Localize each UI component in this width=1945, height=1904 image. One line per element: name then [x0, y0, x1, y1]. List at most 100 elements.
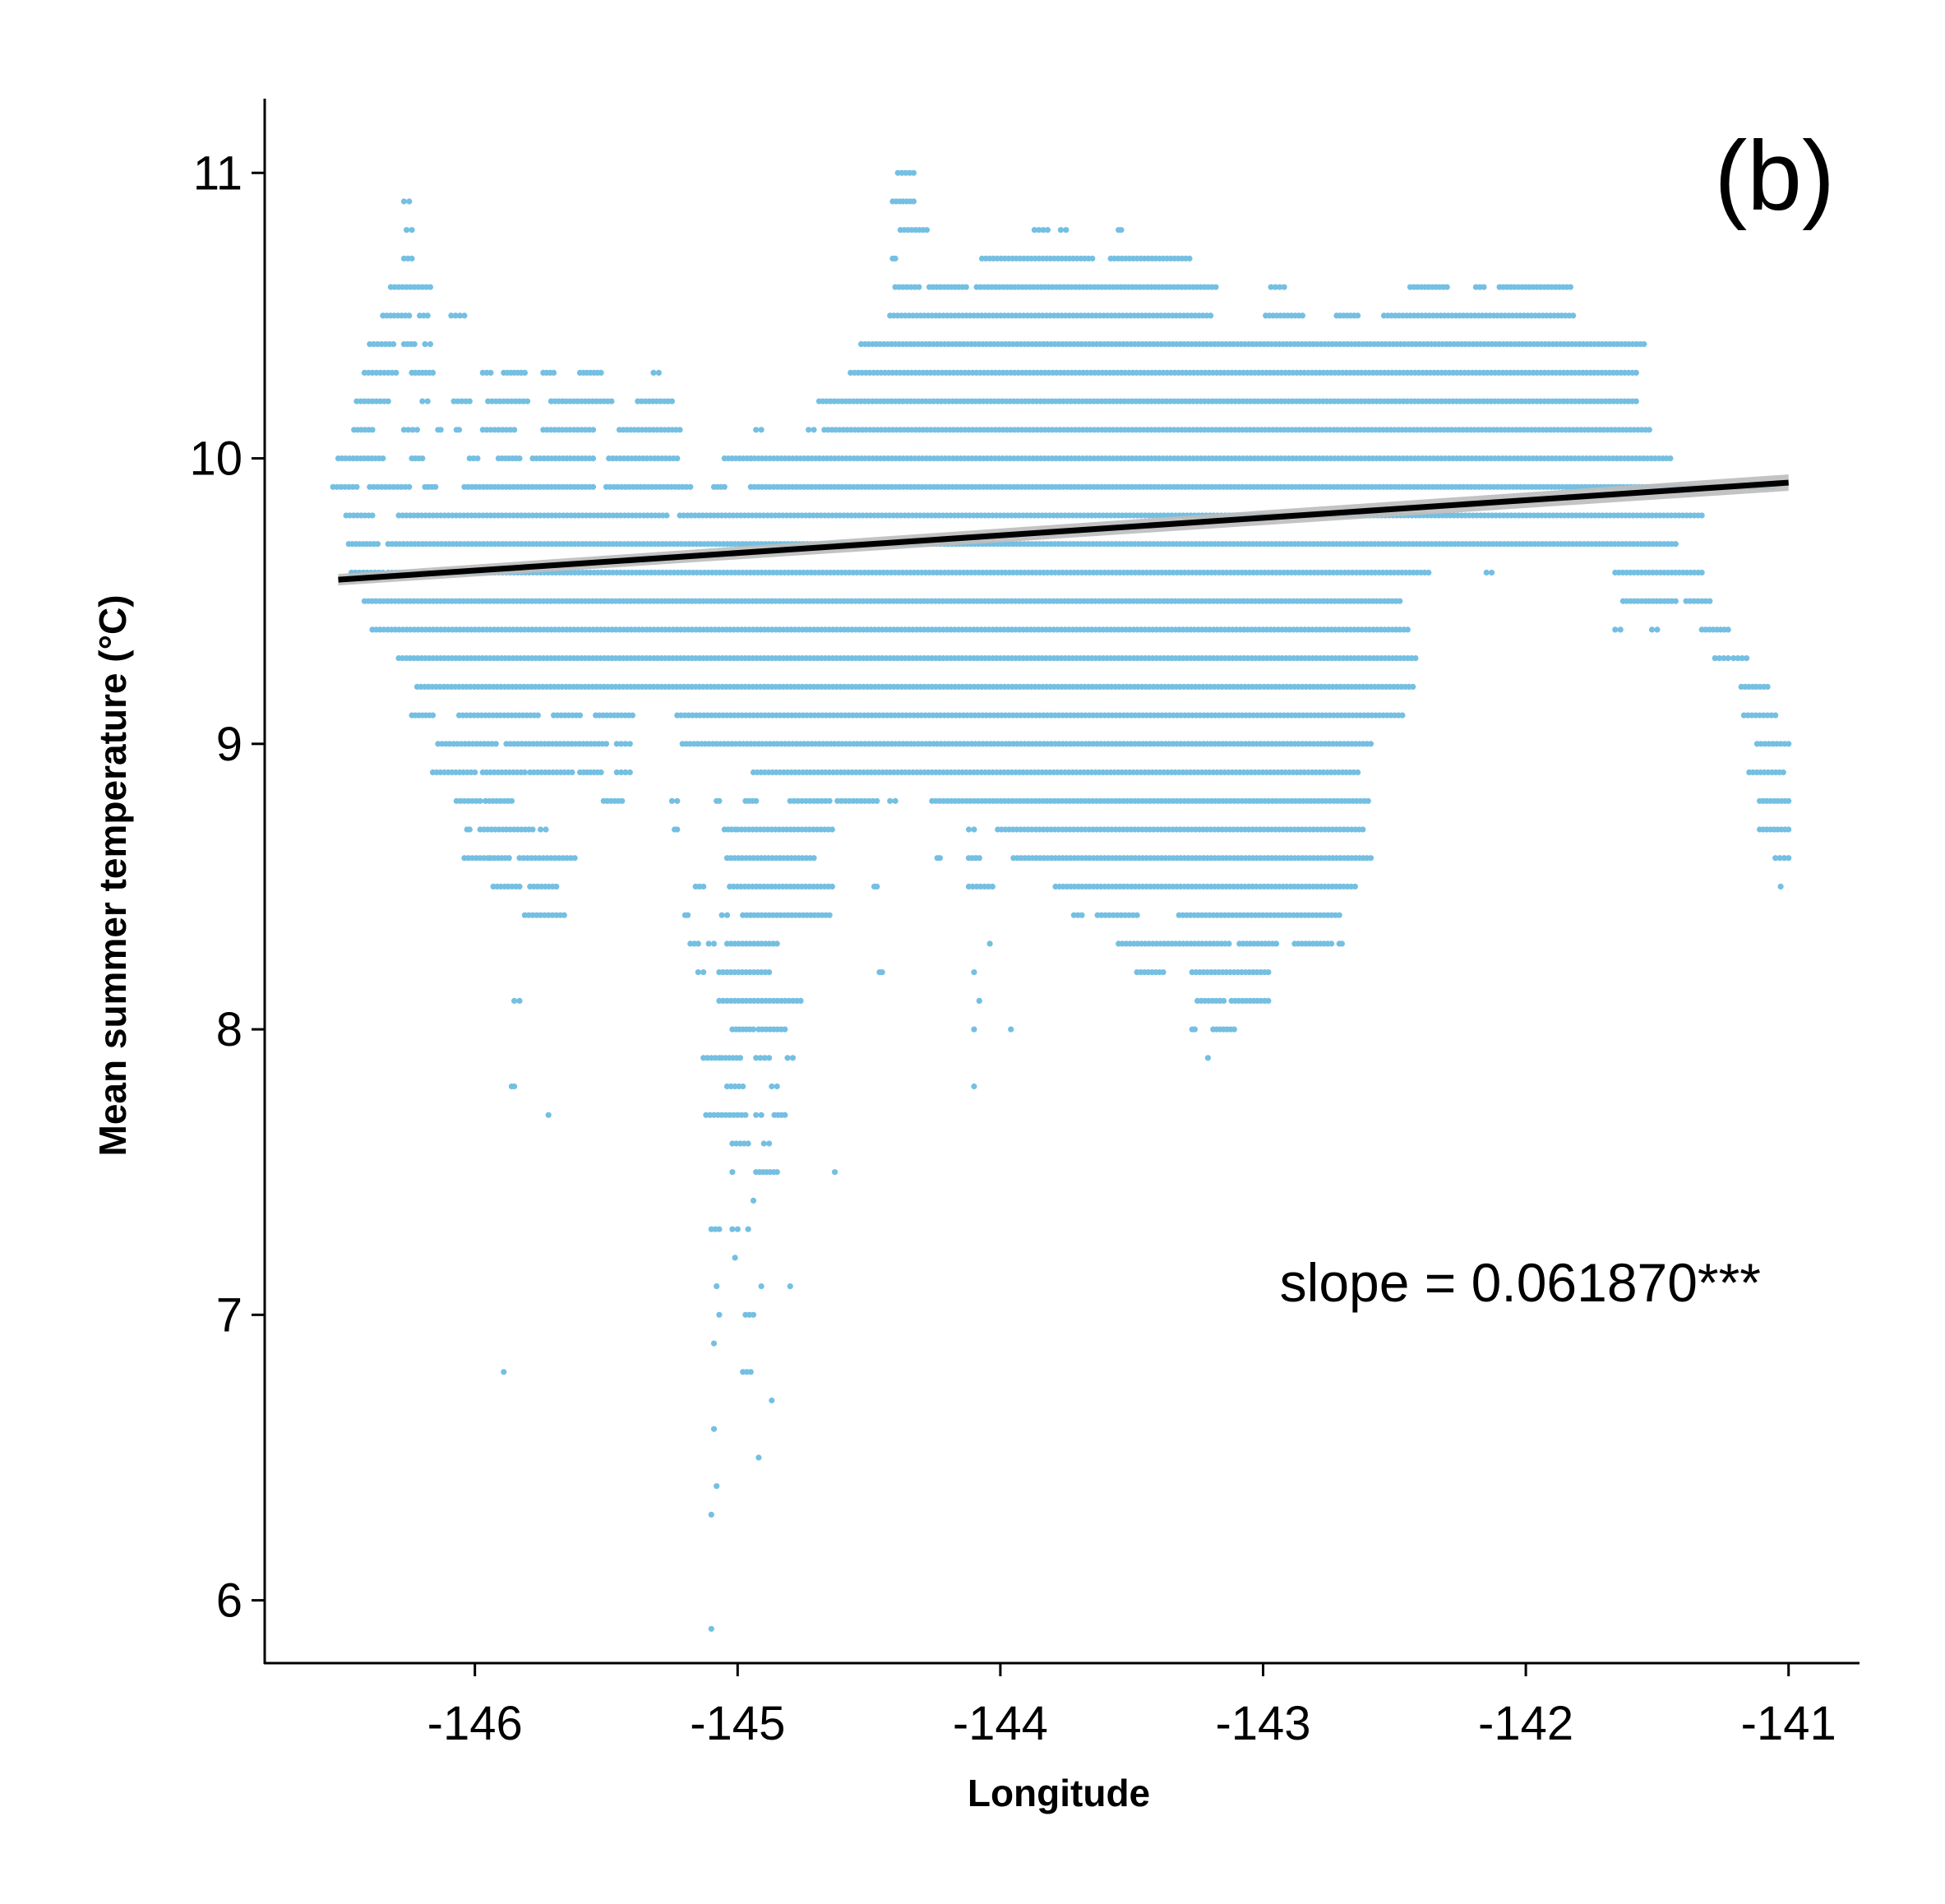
data-point — [1617, 626, 1624, 633]
data-point — [1730, 655, 1737, 662]
data-point — [629, 712, 636, 719]
data-point — [406, 483, 413, 490]
data-point — [1725, 655, 1731, 662]
data-point — [385, 398, 391, 404]
data-point — [626, 741, 633, 747]
data-point — [826, 797, 833, 804]
data-point — [524, 398, 531, 404]
data-point — [1712, 655, 1718, 662]
data-point — [369, 427, 376, 433]
data-point — [1633, 369, 1639, 376]
data-point — [534, 712, 542, 719]
data-point — [409, 255, 415, 262]
data-point — [677, 427, 683, 433]
data-point — [1489, 569, 1495, 576]
data-point — [603, 741, 610, 747]
data-point — [674, 797, 681, 804]
data-point — [589, 427, 597, 433]
data-point — [874, 797, 880, 804]
data-point — [432, 483, 439, 490]
data-point — [1299, 312, 1305, 319]
data-point — [650, 369, 657, 376]
data-point — [1412, 655, 1419, 662]
data-point — [422, 341, 428, 348]
data-point — [598, 369, 604, 376]
data-point — [1667, 455, 1674, 462]
data-point — [1612, 626, 1619, 633]
data-point — [1410, 683, 1416, 691]
data-point — [474, 455, 481, 462]
data-point — [1272, 284, 1278, 290]
data-point — [589, 455, 597, 462]
data-point — [1355, 769, 1361, 776]
data-point — [910, 169, 917, 176]
data-point — [576, 712, 584, 719]
data-point — [668, 398, 676, 404]
data-point — [1772, 712, 1779, 719]
data-point — [1208, 312, 1214, 319]
data-point — [1118, 227, 1125, 233]
data-point — [618, 741, 625, 747]
data-point — [1481, 284, 1487, 290]
data-point — [811, 427, 817, 433]
data-point — [419, 455, 426, 462]
data-point — [1716, 655, 1723, 662]
data-point — [516, 455, 523, 462]
data-point — [353, 483, 360, 490]
data-point — [663, 512, 670, 519]
data-point — [753, 797, 760, 804]
data-point — [1367, 741, 1374, 747]
data-point — [1633, 398, 1639, 404]
data-point — [487, 369, 494, 376]
data-point — [1186, 255, 1193, 262]
data-point — [1641, 341, 1647, 348]
data-point — [1567, 284, 1573, 290]
data-point — [1089, 255, 1096, 262]
data-point — [613, 741, 620, 747]
data-point — [461, 312, 468, 319]
data-point — [618, 769, 625, 776]
data-point — [622, 769, 629, 776]
data-point — [892, 255, 899, 262]
data-point — [424, 312, 431, 319]
data-point — [1725, 626, 1731, 633]
data-point — [427, 284, 434, 290]
data-point — [1721, 655, 1727, 662]
data-point — [910, 198, 917, 205]
data-point — [758, 427, 765, 433]
data-point — [1281, 284, 1287, 290]
data-point — [1404, 626, 1411, 633]
data-point — [923, 227, 930, 233]
data-point — [409, 427, 416, 433]
data-point — [419, 398, 426, 404]
data-point — [626, 769, 633, 776]
data-point — [411, 341, 418, 348]
data-point — [622, 741, 629, 747]
data-point — [721, 483, 728, 490]
data-point — [589, 483, 597, 490]
data-point — [400, 198, 407, 205]
data-point — [448, 312, 455, 319]
data-point — [1397, 598, 1403, 604]
data-point — [887, 797, 894, 804]
data-point — [1057, 227, 1064, 233]
data-point — [1277, 284, 1283, 290]
data-point — [1744, 655, 1750, 662]
data-point — [668, 797, 676, 804]
data-point — [413, 427, 420, 433]
data-point — [1698, 512, 1705, 519]
data-point — [404, 227, 410, 233]
data-point — [892, 797, 899, 804]
data-point — [369, 512, 376, 519]
data-point — [655, 369, 663, 376]
data-point — [963, 284, 969, 290]
data-point — [687, 483, 694, 490]
data-point — [1646, 427, 1652, 433]
data-point — [1672, 598, 1679, 604]
data-point — [393, 369, 400, 376]
data-point — [466, 398, 473, 404]
data-point — [1570, 312, 1577, 319]
data-point — [1654, 626, 1661, 633]
data-point — [1355, 312, 1361, 319]
